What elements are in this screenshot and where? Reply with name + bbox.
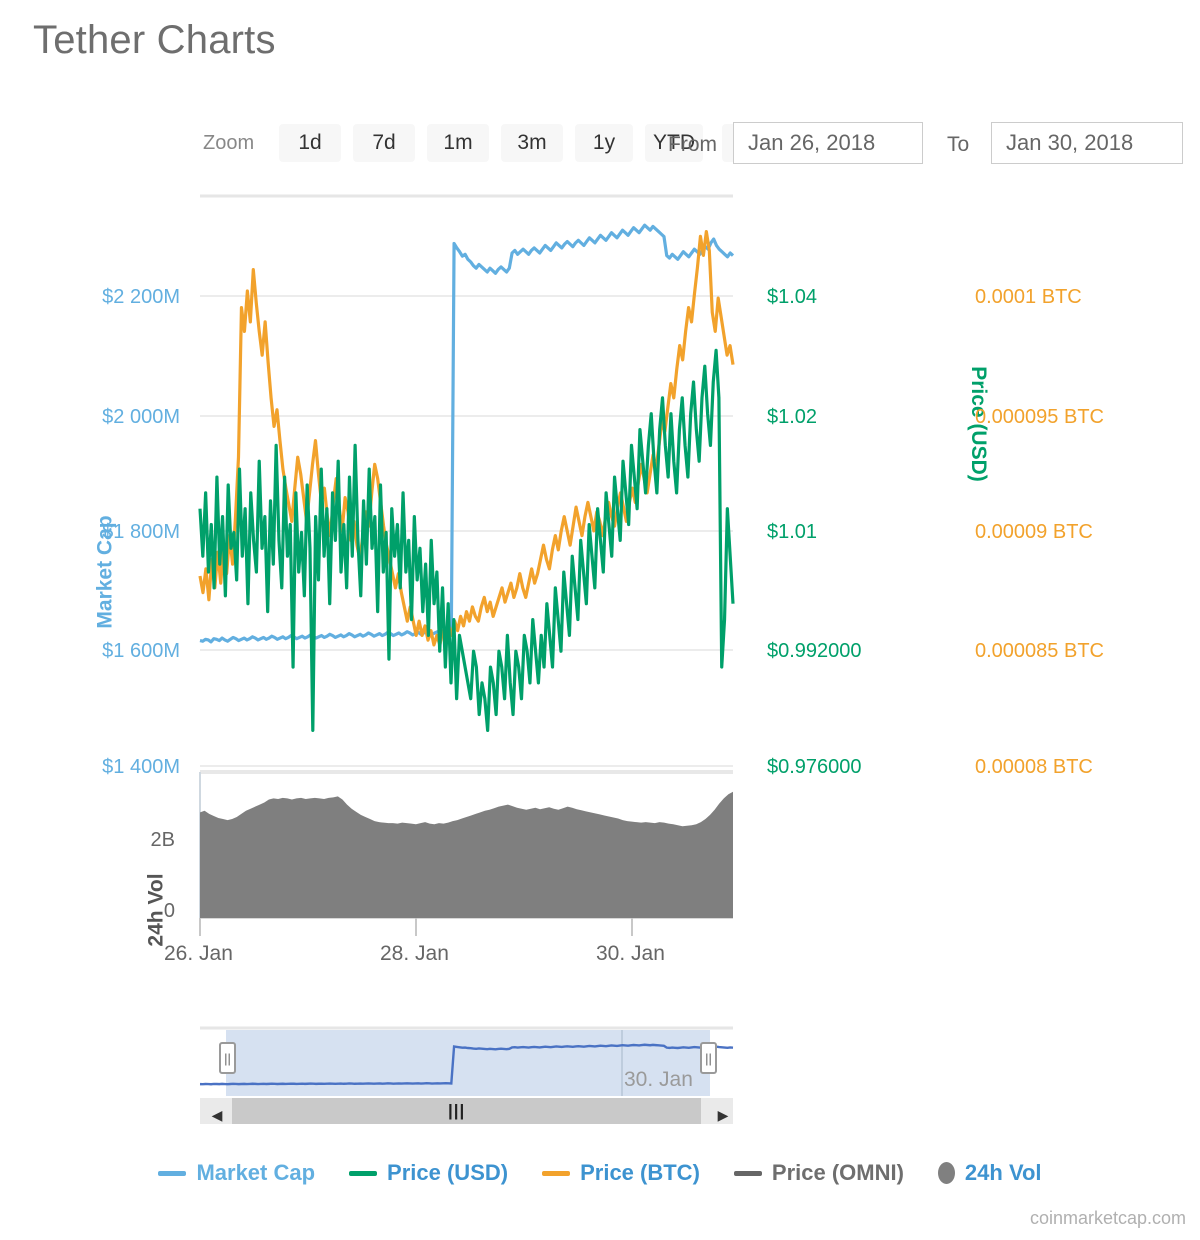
legend-item-price-btc[interactable]: Price (BTC) <box>542 1160 700 1186</box>
tick-price-btc-2: 0.00009 BTC <box>975 521 1093 543</box>
page-title: Tether Charts <box>33 18 276 62</box>
navigator-handle-right[interactable]: || <box>700 1042 717 1074</box>
chart-legend: Market Cap Price (USD) Price (BTC) Price… <box>0 1160 1200 1186</box>
legend-item-price-usd[interactable]: Price (USD) <box>349 1160 508 1186</box>
tick-volume-1: 0 <box>163 900 175 922</box>
date-from-input[interactable]: Jan 26, 2018 <box>733 122 923 164</box>
legend-label-price-omni: Price (OMNI) <box>771 1160 904 1185</box>
scroll-right-button[interactable]: ▶ <box>717 1106 729 1123</box>
legend-dot-icon-24h-vol <box>937 1162 955 1184</box>
scroll-left-button[interactable]: ◀ <box>211 1106 223 1123</box>
legend-label-price-btc: Price (BTC) <box>580 1160 700 1185</box>
credit-watermark: coinmarketcap.com <box>1029 1208 1186 1228</box>
volume-area <box>200 791 733 918</box>
zoom-button-1y[interactable]: 1y <box>575 124 633 162</box>
legend-item-market-cap[interactable]: Market Cap <box>158 1160 315 1186</box>
scrollbar-grip-icon[interactable]: ||| <box>448 1101 466 1120</box>
legend-label-price-usd: Price (USD) <box>387 1160 509 1185</box>
zoom-button-ytd[interactable]: YTD <box>645 124 703 162</box>
zoom-button-7d[interactable]: 7d <box>353 124 415 162</box>
tick-price-btc-4: 0.00008 BTC <box>975 756 1093 778</box>
chart-plot-area[interactable] <box>0 0 1200 1130</box>
tick-market-cap-1: $2 000M <box>102 406 180 428</box>
tick-market-cap-4: $1 400M <box>102 756 180 778</box>
zoom-button-1d[interactable]: 1d <box>279 124 341 162</box>
tick-price-btc-3: 0.000085 BTC <box>975 640 1104 662</box>
legend-line-icon-market-cap <box>158 1170 187 1176</box>
legend-item-24h-vol[interactable]: 24h Vol <box>937 1160 1042 1186</box>
to-label: To <box>947 133 970 156</box>
tick-market-cap-0: $2 200M <box>102 286 180 308</box>
tick-x-0: 26. Jan <box>164 942 233 965</box>
legend-line-icon-price-btc <box>542 1170 571 1176</box>
legend-label-24h-vol: 24h Vol <box>964 1160 1042 1185</box>
tick-price-usd-3: $0.992000 <box>767 640 862 662</box>
navigator-date-label: 30. Jan <box>624 1068 693 1091</box>
series-lines <box>198 223 735 732</box>
tick-price-usd-0: $1.04 <box>767 286 818 308</box>
zoom-label: Zoom <box>203 132 255 154</box>
tick-market-cap-2: $1 800M <box>102 521 180 543</box>
tick-volume-0: 2B <box>150 829 175 851</box>
tick-price-usd-4: $0.976000 <box>767 756 862 778</box>
tick-price-usd-2: $1.01 <box>767 521 818 543</box>
tick-x-1: 28. Jan <box>380 942 449 965</box>
tick-market-cap-3: $1 600M <box>102 640 180 662</box>
tick-price-btc-0: 0.0001 BTC <box>975 286 1082 308</box>
navigator-handle-left[interactable]: || <box>219 1042 236 1074</box>
legend-line-icon-price-omni <box>733 1170 762 1176</box>
navigator[interactable] <box>199 1020 734 1124</box>
legend-item-price-omni[interactable]: Price (OMNI) <box>733 1160 904 1186</box>
date-to-input[interactable]: Jan 30, 2018 <box>991 122 1183 164</box>
range-selector: Zoom 1d 7d 1m 3m 1y YTD All From Jan 26,… <box>0 122 1200 166</box>
tick-price-usd-1: $1.02 <box>767 406 818 428</box>
from-label: From <box>668 133 717 156</box>
legend-label-market-cap: Market Cap <box>196 1160 316 1185</box>
legend-line-icon-price-usd <box>349 1170 378 1176</box>
tick-x-2: 30. Jan <box>596 942 665 965</box>
tick-price-btc-1: 0.000095 BTC <box>975 406 1104 428</box>
zoom-button-1m[interactable]: 1m <box>427 124 489 162</box>
zoom-button-3m[interactable]: 3m <box>501 124 563 162</box>
